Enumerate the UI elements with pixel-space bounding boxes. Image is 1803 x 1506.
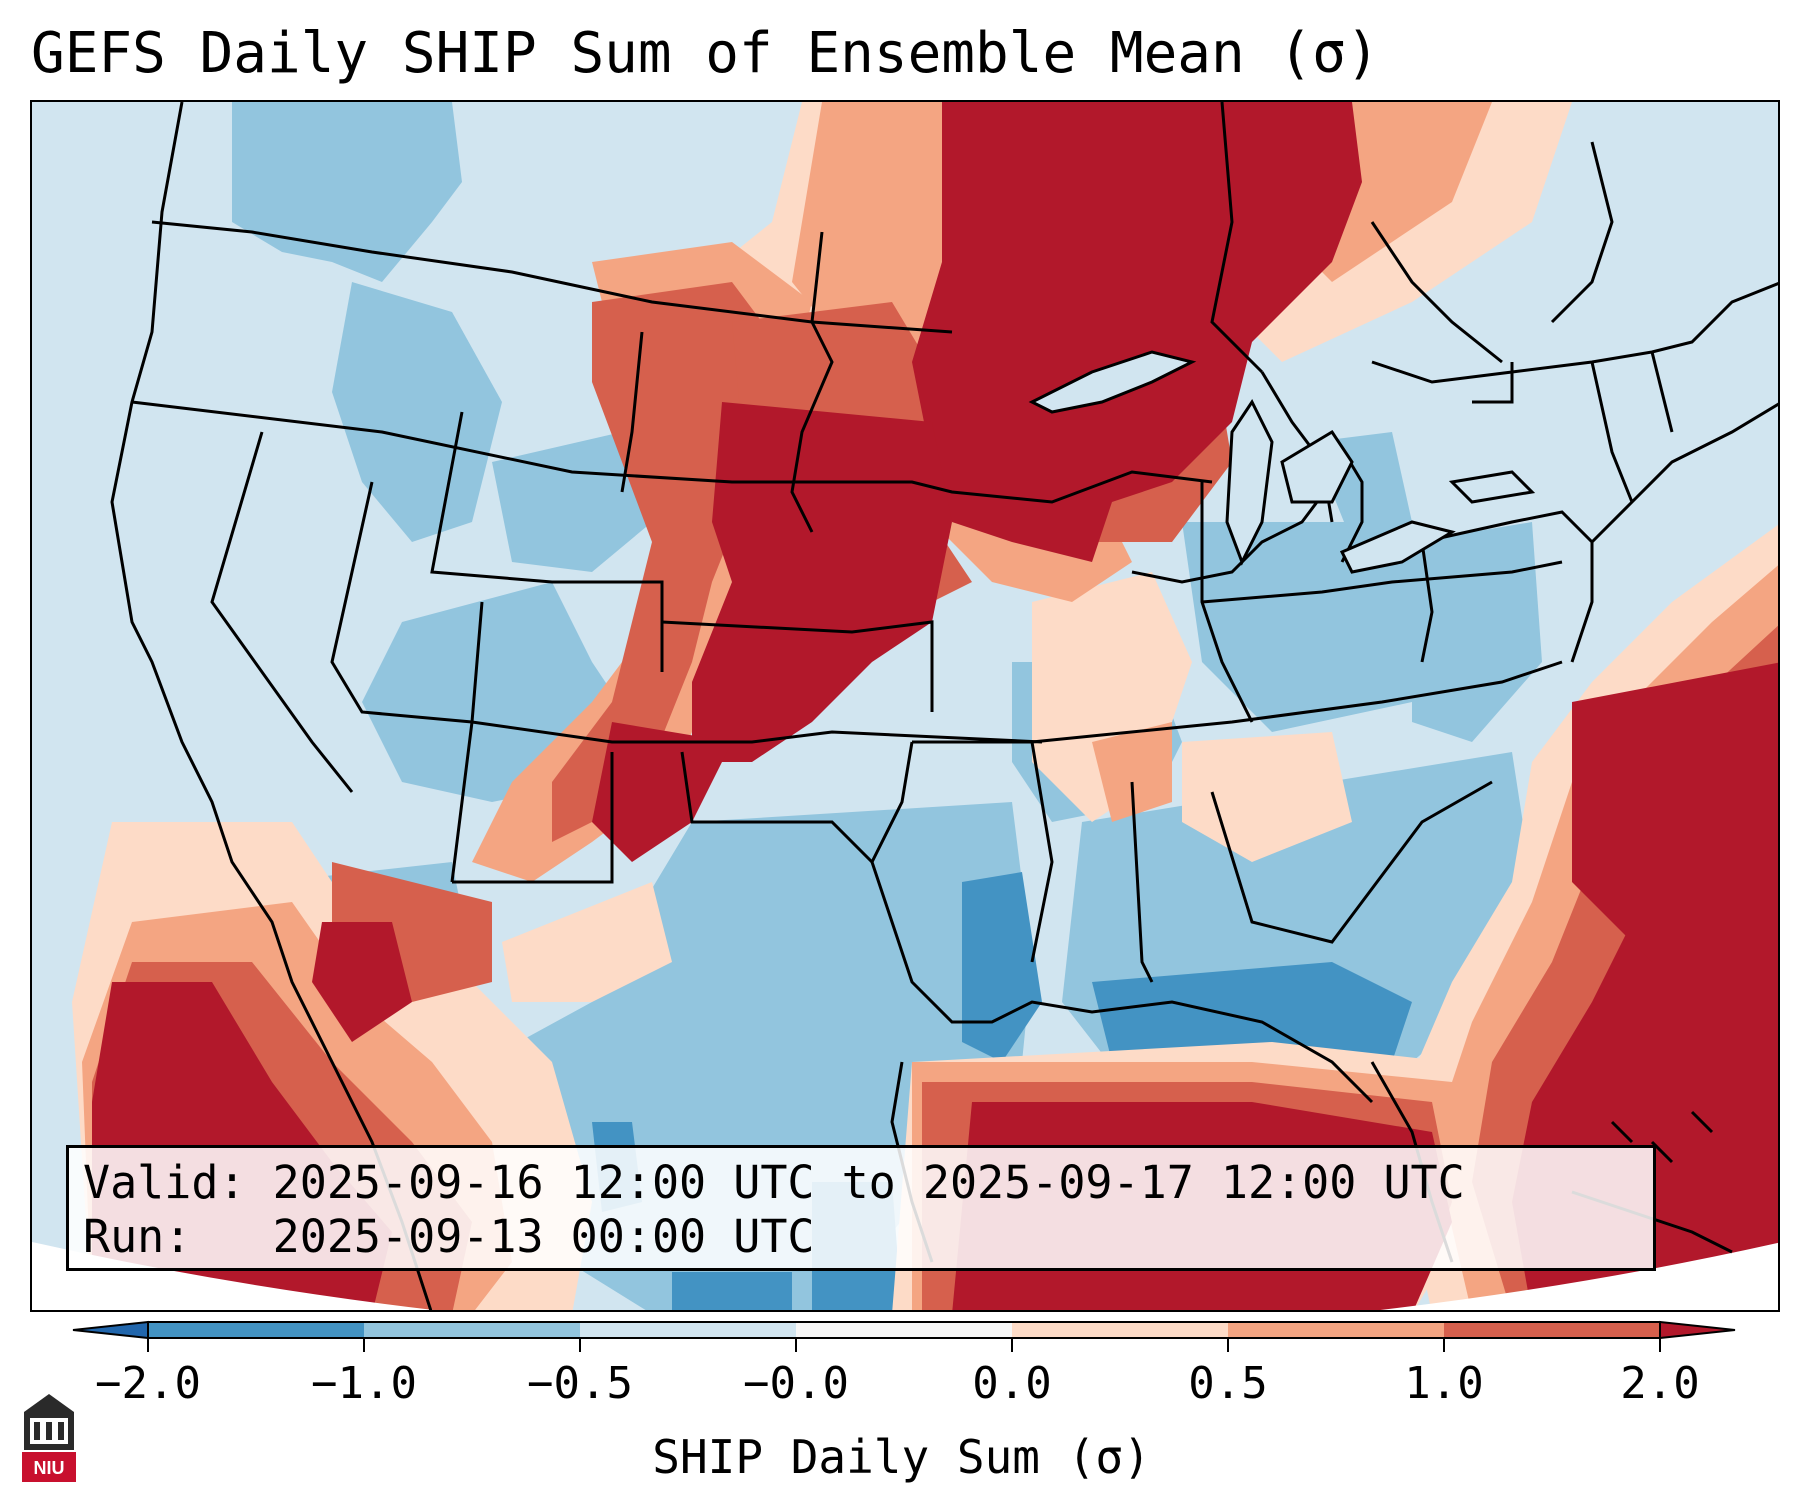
- colorbar-label: SHIP Daily Sum (σ): [652, 1430, 1151, 1484]
- colorbar-tick-label: 0.0: [972, 1358, 1051, 1409]
- run-value: 2025-09-13 00:00 UTC: [272, 1210, 815, 1263]
- colorbar-segment: [364, 1322, 580, 1338]
- map-panel: [30, 100, 1780, 1312]
- colorbar-segment: [1012, 1322, 1228, 1338]
- run-line: Run: 2025-09-13 00:00 UTC: [83, 1210, 1639, 1264]
- colorbar-tick-label: −2.0: [95, 1358, 201, 1409]
- colorbar-segment: [796, 1322, 1012, 1338]
- valid-value: 2025-09-16 12:00 UTC to 2025-09-17 12:00…: [272, 1156, 1465, 1209]
- great-lakes: [1028, 350, 1536, 574]
- colorbar-segment: [148, 1322, 364, 1338]
- colorbar-tick-label: −0.5: [527, 1358, 633, 1409]
- map-title: GEFS Daily SHIP Sum of Ensemble Mean (σ): [31, 21, 1380, 86]
- colorbar-under-extend: [72, 1320, 149, 1340]
- valid-run-info-box: Valid: 2025-09-16 12:00 UTC to 2025-09-1…: [66, 1145, 1656, 1271]
- state-borders: [110, 102, 1778, 1310]
- valid-label: Valid:: [83, 1156, 246, 1209]
- colorbar-tick-label: 0.5: [1188, 1358, 1267, 1409]
- colorbar-tick-label: 1.0: [1404, 1358, 1483, 1409]
- niu-logo-icon: NIU: [22, 1394, 76, 1482]
- colorbar-frame: [147, 1321, 1661, 1339]
- colorbar-segment: [1228, 1322, 1444, 1338]
- out-of-domain: [32, 1242, 1778, 1310]
- ship-map: [32, 102, 1778, 1310]
- colorbar-over-extend: [1659, 1320, 1736, 1340]
- colorbar-segment: [580, 1322, 796, 1338]
- colorbar-tick-label: −1.0: [311, 1358, 417, 1409]
- colorbar-tick-label: 2.0: [1620, 1358, 1699, 1409]
- colorbar-tick-label: −0.0: [743, 1358, 849, 1409]
- run-label: Run:: [83, 1210, 192, 1263]
- logo-text: NIU: [34, 1458, 65, 1478]
- colorbar-segment: [1444, 1322, 1660, 1338]
- valid-line: Valid: 2025-09-16 12:00 UTC to 2025-09-1…: [83, 1156, 1639, 1210]
